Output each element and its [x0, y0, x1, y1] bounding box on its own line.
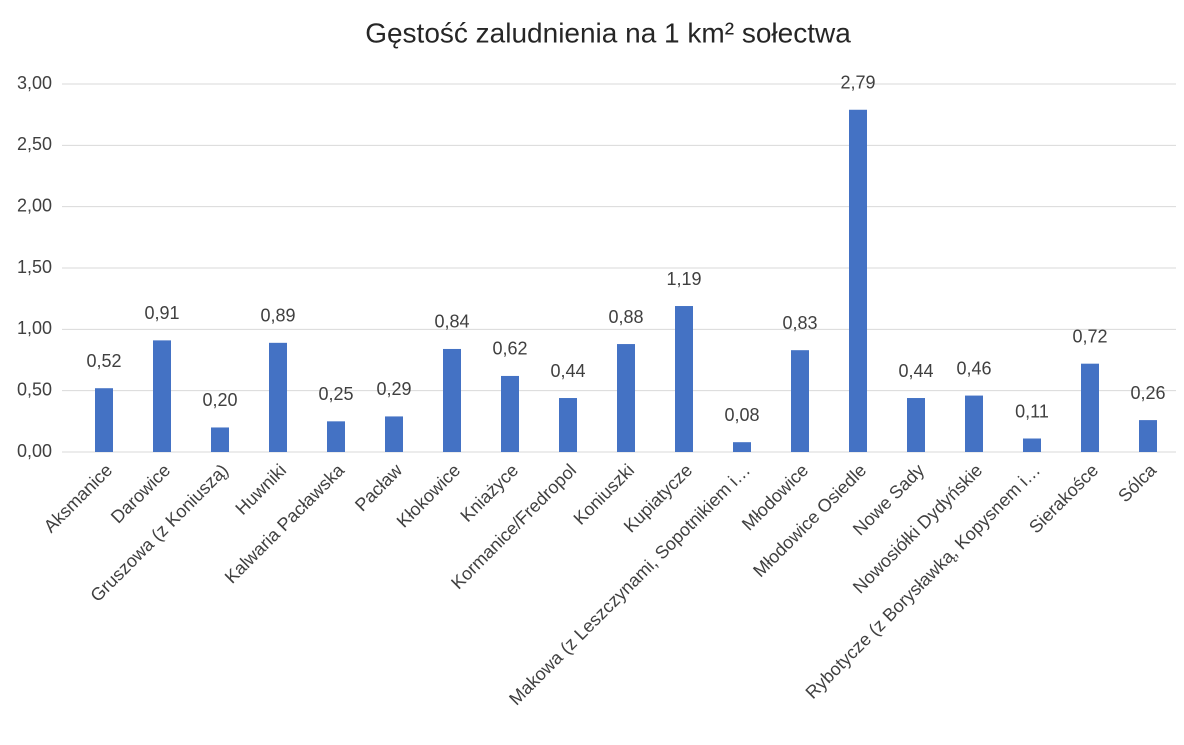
- bar: [907, 398, 925, 452]
- data-label: 0,26: [1130, 383, 1165, 403]
- data-label: 0,11: [1015, 401, 1049, 421]
- data-label: 0,44: [550, 361, 585, 381]
- y-tick-label: 0,50: [17, 379, 52, 399]
- bar: [965, 395, 983, 452]
- y-tick-label: 3,00: [17, 73, 52, 93]
- bar: [559, 398, 577, 452]
- bar: [791, 350, 809, 452]
- x-tick-label: Huwniki: [231, 460, 290, 519]
- y-tick-label: 2,50: [17, 134, 52, 154]
- data-label: 0,25: [318, 384, 353, 404]
- bar: [327, 421, 345, 452]
- bar: [1023, 438, 1041, 452]
- x-tick-label: Pacław: [351, 459, 407, 515]
- y-tick-label: 0,00: [17, 441, 52, 461]
- y-tick-label: 1,00: [17, 318, 52, 338]
- x-tick-label: Młodowice Osiedle: [749, 460, 870, 581]
- data-label: 0,08: [724, 405, 759, 425]
- data-label: 0,89: [260, 306, 295, 326]
- x-tick-label: Aksmanice: [40, 460, 116, 536]
- bar: [617, 344, 635, 452]
- data-label: 0,84: [434, 312, 469, 332]
- bar: [1081, 363, 1099, 452]
- y-tick-label: 2,00: [17, 195, 52, 215]
- data-label: 0,52: [86, 351, 121, 371]
- bar: [153, 340, 171, 452]
- data-label: 0,72: [1072, 326, 1107, 346]
- bar: [733, 442, 751, 452]
- bar: [443, 348, 461, 452]
- data-label: 0,29: [376, 379, 411, 399]
- data-label: 2,79: [840, 73, 875, 93]
- data-label: 1,19: [666, 269, 701, 289]
- bar: [269, 342, 287, 452]
- data-label: 0,88: [608, 307, 643, 327]
- bar: [385, 416, 403, 452]
- bar: [849, 109, 867, 452]
- data-label: 0,91: [144, 303, 179, 323]
- bar: [95, 388, 113, 452]
- bar: [211, 427, 229, 452]
- data-label: 0,44: [898, 361, 933, 381]
- x-tick-label: Sólca: [1114, 459, 1161, 506]
- bar: [1139, 420, 1157, 452]
- data-label: 0,20: [202, 390, 237, 410]
- y-tick-label: 1,50: [17, 257, 52, 277]
- data-label: 0,46: [956, 358, 991, 378]
- bar: [675, 306, 693, 452]
- data-label: 0,83: [782, 313, 817, 333]
- chart-title: Gęstość zaludnienia na 1 km² sołectwa: [365, 17, 851, 48]
- data-label: 0,62: [492, 339, 527, 359]
- bar: [501, 375, 519, 452]
- x-tick-label: Kłokowice: [393, 460, 464, 531]
